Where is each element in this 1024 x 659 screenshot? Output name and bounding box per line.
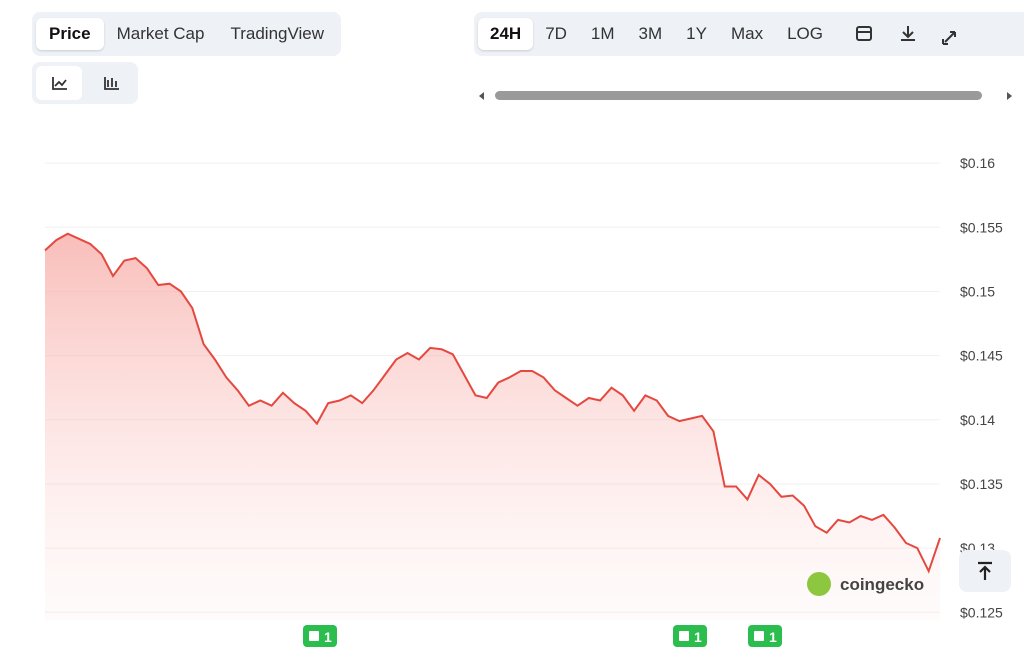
candle-icon[interactable] bbox=[104, 77, 119, 90]
tab[interactable]: TradingView bbox=[230, 24, 325, 43]
tab-bar: Price Market Cap TradingView bbox=[32, 12, 342, 56]
range-button[interactable]: 1Y bbox=[686, 24, 707, 43]
event-badge bbox=[673, 625, 707, 647]
range-button[interactable]: 3M bbox=[638, 24, 663, 43]
y-tick-label: $0.145 bbox=[960, 348, 1003, 364]
y-tick-label: $0.14 bbox=[960, 412, 995, 428]
range-group: 24H 7D 1M 3M 1Y Max LOG bbox=[478, 18, 835, 50]
y-tick-label: $0.16 bbox=[960, 155, 995, 171]
tab[interactable]: Market Cap bbox=[116, 24, 205, 43]
event-count: 1 bbox=[769, 629, 777, 645]
watermark: coingecko bbox=[807, 572, 924, 596]
style-icons bbox=[36, 66, 119, 100]
watermark-text: coingecko bbox=[840, 575, 924, 594]
expand-icon[interactable] bbox=[942, 31, 956, 45]
scroll-thumb[interactable] bbox=[495, 91, 982, 100]
y-tick-label: $0.155 bbox=[960, 219, 1003, 235]
event-icon bbox=[754, 631, 764, 641]
event-badge bbox=[748, 625, 782, 647]
event-count: 1 bbox=[694, 629, 702, 645]
event-badge bbox=[303, 625, 337, 647]
y-tick-label: $0.125 bbox=[960, 604, 1003, 620]
scroll-right[interactable] bbox=[1007, 92, 1012, 100]
watermark-logo bbox=[807, 572, 831, 596]
area bbox=[45, 233, 940, 620]
event-marker[interactable]: 1 bbox=[303, 625, 337, 647]
arrow-up-icon bbox=[978, 561, 992, 580]
download-icon[interactable] bbox=[901, 26, 915, 41]
y-tick-label: $0.135 bbox=[960, 476, 1003, 492]
scroll-left[interactable] bbox=[479, 92, 484, 100]
event-count: 1 bbox=[324, 629, 332, 645]
range-button[interactable]: 1M bbox=[590, 24, 615, 43]
range-button[interactable]: Max bbox=[730, 24, 764, 43]
y-tick-label: $0.15 bbox=[960, 283, 995, 299]
range-button[interactable]: 7D bbox=[545, 24, 567, 43]
tool-icons bbox=[856, 26, 956, 45]
scrollbar bbox=[479, 91, 1012, 100]
event-marker[interactable]: 1 bbox=[673, 625, 707, 647]
tab[interactable]: Price bbox=[36, 18, 104, 50]
line bbox=[44, 232, 941, 574]
range-button[interactable]: LOG bbox=[787, 24, 823, 43]
range-bar: 24H 7D 1M 3M 1Y Max LOG bbox=[474, 12, 1024, 56]
calendar-icon[interactable] bbox=[856, 26, 872, 41]
event-marker[interactable]: 1 bbox=[748, 625, 782, 647]
line-icon bbox=[52, 77, 67, 90]
event-icon bbox=[309, 631, 319, 641]
chart-style-bar bbox=[32, 62, 138, 104]
event-icon bbox=[679, 631, 689, 641]
scroll-top-button[interactable] bbox=[959, 550, 1011, 592]
range-button[interactable]: 24H bbox=[478, 18, 534, 50]
